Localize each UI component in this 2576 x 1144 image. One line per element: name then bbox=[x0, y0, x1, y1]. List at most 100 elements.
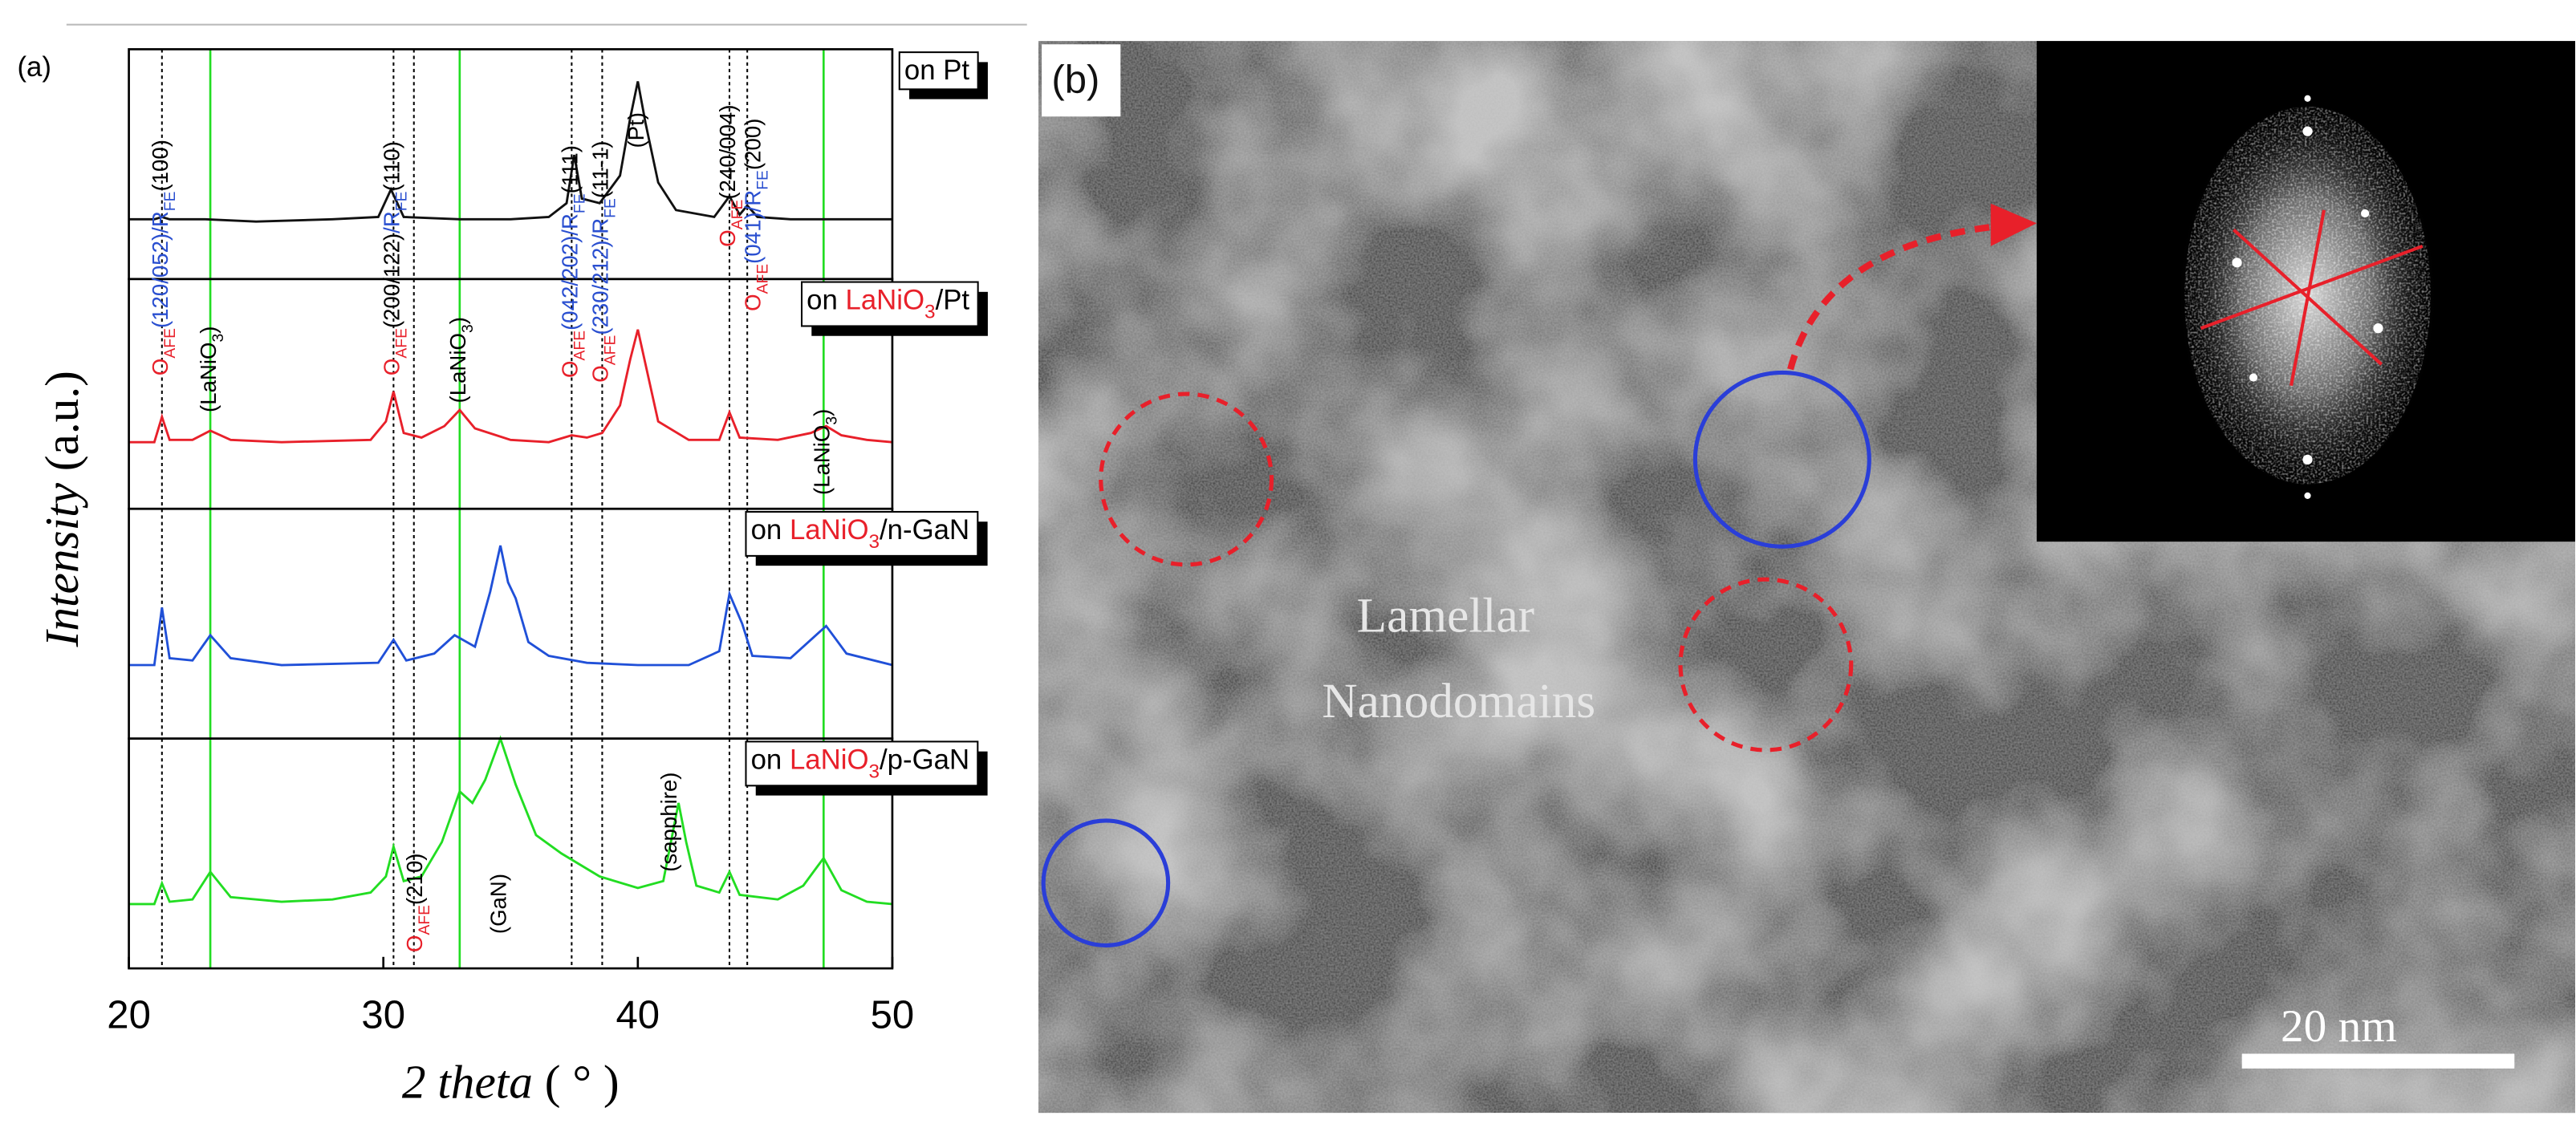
peak-label: (Pt) bbox=[624, 112, 648, 148]
domain-circle bbox=[1678, 577, 1854, 753]
text-part: FE bbox=[602, 198, 619, 218]
x-tick-label: 40 bbox=[616, 993, 660, 1036]
fft-region-circle bbox=[1692, 370, 1871, 549]
xrd-plot: 20 30 40 502 theta ( ° )Intensity (a.u.)OAF… bbox=[35, 48, 988, 1108]
tem-image: (b) Lamellar Nanodomains 20 nm bbox=[1038, 41, 2575, 1114]
text-part: on bbox=[751, 515, 790, 546]
text-part: (LaNiO bbox=[196, 342, 221, 412]
x-axis-label: 2 theta ( ° ) bbox=[402, 1055, 620, 1108]
text-part: LaNiO bbox=[845, 286, 924, 316]
text-part: O bbox=[558, 360, 583, 377]
x-tick-label: 30 bbox=[361, 993, 405, 1036]
text-part: FE bbox=[571, 193, 588, 213]
caption: Nanodomains bbox=[1322, 674, 1595, 728]
peak-label: OAFE(120/052)/RFE(100) bbox=[148, 140, 178, 375]
legend-box bbox=[745, 510, 979, 557]
peak-label: (LaNiO3) bbox=[196, 327, 226, 412]
caption: Lamellar bbox=[1357, 588, 1534, 643]
region-circle bbox=[1041, 818, 1171, 948]
panel-frame bbox=[128, 278, 894, 510]
text-part: O bbox=[402, 935, 427, 952]
text-part: O bbox=[715, 229, 740, 246]
text-part: on Pt bbox=[904, 55, 970, 86]
text-part: 3 bbox=[868, 761, 880, 782]
xrd-trace bbox=[128, 545, 892, 667]
text-part: (200/122) bbox=[380, 233, 404, 328]
text-part: on bbox=[751, 744, 790, 775]
text-part: (041)/R bbox=[741, 190, 766, 264]
legend-entry: on LaNiO3/Pt bbox=[800, 281, 988, 336]
scale-bar bbox=[2241, 1053, 2515, 1069]
legend-entry: on Pt bbox=[898, 51, 988, 99]
text-part: (LaNiO bbox=[810, 425, 835, 495]
text-part: 3 bbox=[210, 334, 227, 343]
fft-spots bbox=[2232, 95, 2383, 499]
domain-circle bbox=[1099, 391, 1274, 567]
text-part: LaNiO bbox=[790, 744, 869, 775]
peak-label: (LaNiO3) bbox=[810, 409, 840, 495]
text-part: AFE bbox=[754, 264, 771, 294]
text-part: (LaNiO bbox=[445, 333, 470, 403]
peak-label: OAFE(240/004) bbox=[715, 104, 746, 246]
xrd-trace bbox=[128, 81, 892, 223]
peak-label: OAFE(042/202)/RFE(111) bbox=[558, 145, 588, 378]
legend-box bbox=[898, 51, 979, 91]
text-part: (100) bbox=[148, 140, 173, 191]
xrd-trace bbox=[128, 329, 892, 444]
panel-label: (b) bbox=[1051, 58, 1099, 101]
legend-entry: on LaNiO3/p-GaN bbox=[745, 740, 988, 796]
text-part: 3 bbox=[868, 531, 880, 553]
text-part: AFE bbox=[571, 331, 588, 361]
text-part: (GaN) bbox=[486, 874, 511, 934]
text-part: FE bbox=[161, 191, 178, 211]
peak-label: OAFE(200/122)/RFE(110) bbox=[380, 141, 410, 375]
legend-box bbox=[800, 281, 979, 327]
text-part: /n-GaN bbox=[880, 515, 969, 546]
text-part: on bbox=[807, 286, 845, 316]
peak-label: (sapphire) bbox=[656, 772, 681, 871]
arrowhead bbox=[1990, 203, 2037, 246]
text-part: /p-GaN bbox=[880, 744, 969, 775]
text-part: (210) bbox=[402, 853, 427, 904]
text-part: (200) bbox=[741, 119, 766, 170]
text-part: (111) bbox=[558, 145, 583, 193]
text-part: /Pt bbox=[936, 286, 970, 316]
text-part: 3 bbox=[823, 416, 840, 425]
text-part: FE bbox=[754, 170, 771, 190]
peak-label: OAFE(230/212)/RFE(11-1) bbox=[588, 140, 619, 382]
legend-label: on LaNiO3/Pt bbox=[807, 286, 969, 323]
panel-label: (a) bbox=[17, 52, 51, 83]
text-part: AFE bbox=[416, 905, 433, 935]
text-part: (240/004) bbox=[715, 104, 740, 199]
text-part: (sapphire) bbox=[656, 772, 681, 871]
text-part: O bbox=[380, 359, 404, 375]
panel-frame bbox=[128, 48, 894, 281]
arrow bbox=[1787, 223, 1997, 371]
text-part: AFE bbox=[393, 328, 410, 359]
text-part: 3 bbox=[459, 324, 476, 333]
text-part: 3 bbox=[924, 301, 936, 323]
text-part: AFE bbox=[602, 335, 619, 366]
legend-entry: on LaNiO3/n-GaN bbox=[745, 510, 988, 566]
text-part: /R bbox=[380, 211, 404, 233]
scale-bar-label: 20 nm bbox=[2281, 1001, 2397, 1052]
text-part: (Pt) bbox=[624, 112, 648, 148]
text-part: ) bbox=[810, 409, 835, 416]
text-part: (120/052)/R bbox=[148, 211, 173, 328]
label-bg bbox=[1042, 44, 1121, 117]
text-part: (110) bbox=[380, 141, 404, 191]
text-part: O bbox=[741, 294, 766, 310]
legend-label: on LaNiO3/n-GaN bbox=[751, 515, 969, 553]
fft-lines bbox=[2200, 209, 2424, 387]
text-part: ) bbox=[196, 327, 221, 334]
peak-label: (GaN) bbox=[486, 874, 511, 934]
text-part: LaNiO bbox=[790, 515, 869, 546]
text-part: AFE bbox=[729, 200, 746, 230]
text-part: Intensity bbox=[35, 482, 87, 647]
peak-label: OAFE(041)/RFE(200) bbox=[741, 119, 771, 311]
peak-label: (LaNiO3) bbox=[445, 317, 476, 403]
peak-label: OAFE(210) bbox=[402, 853, 433, 952]
text-part: ) bbox=[445, 317, 470, 324]
text-part: AFE bbox=[161, 328, 178, 359]
